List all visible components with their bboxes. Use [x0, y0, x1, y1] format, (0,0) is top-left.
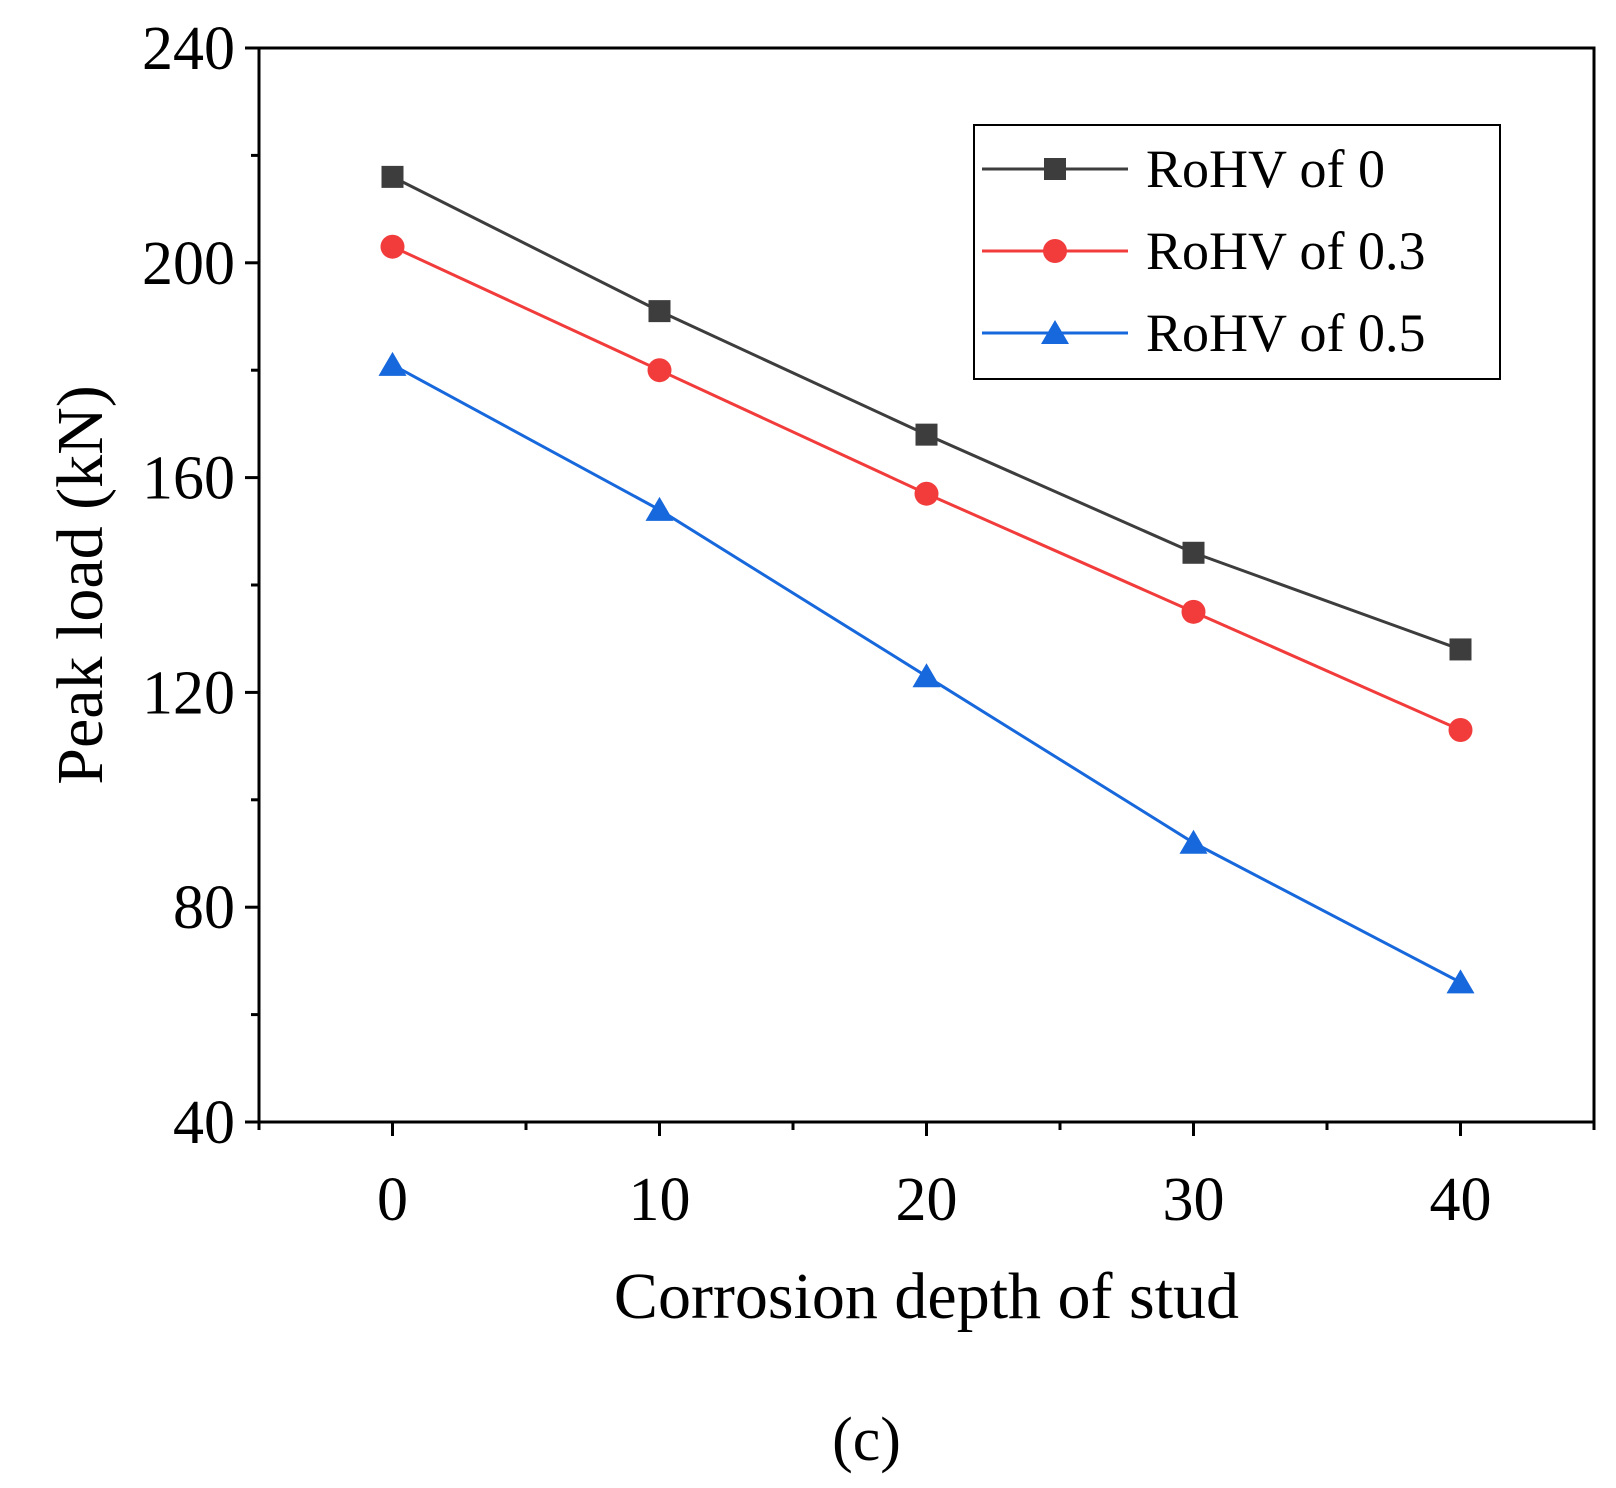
- data-point: [380, 234, 405, 259]
- x-axis-title: Corrosion depth of stud: [614, 1260, 1239, 1333]
- legend-marker: [1041, 320, 1069, 344]
- data-point: [1448, 717, 1473, 742]
- data-point: [1446, 969, 1475, 994]
- data-point: [381, 165, 404, 188]
- data-point: [645, 496, 674, 521]
- y-tick-label: 40: [173, 1089, 235, 1157]
- axis-ticks: 40 80 120 160 200 240 0 10 20 30 40: [142, 15, 1596, 1234]
- legend-marker: [1043, 239, 1067, 263]
- data-point: [648, 300, 671, 323]
- y-tick-label: 160: [142, 445, 235, 513]
- data-point: [378, 351, 407, 376]
- panel-label: (c): [832, 1406, 901, 1474]
- data-point: [1449, 638, 1472, 661]
- x-tick-label: 0: [377, 1166, 408, 1234]
- y-axis-title: Peak load (kN): [44, 385, 117, 785]
- x-tick-label: 10: [629, 1166, 691, 1234]
- legend-label: RoHV of 0: [1146, 139, 1385, 199]
- y-tick-label: 200: [142, 230, 235, 298]
- legend-label: RoHV of 0.5: [1146, 303, 1426, 363]
- legend-label: RoHV of 0.3: [1146, 221, 1426, 281]
- data-point: [1182, 541, 1205, 564]
- y-tick-label: 80: [173, 874, 235, 942]
- y-tick-label: 240: [142, 15, 235, 83]
- series-triangle: [378, 351, 1475, 994]
- y-tick-label: 120: [142, 659, 235, 727]
- x-tick-label: 40: [1430, 1166, 1492, 1234]
- x-tick-label: 20: [896, 1166, 958, 1234]
- x-tick-label: 30: [1163, 1166, 1225, 1234]
- data-point: [912, 663, 941, 688]
- data-point: [914, 481, 939, 506]
- series-circle: [380, 234, 1473, 742]
- data-point: [915, 423, 938, 446]
- data-point: [647, 358, 672, 383]
- data-point: [1181, 599, 1206, 624]
- legend-marker: [1044, 158, 1066, 180]
- data-series: [378, 165, 1475, 994]
- series-square: [381, 165, 1472, 661]
- data-point: [1179, 829, 1208, 854]
- legend: RoHV of 0 RoHV of 0.3 RoHV of 0.5: [973, 124, 1501, 380]
